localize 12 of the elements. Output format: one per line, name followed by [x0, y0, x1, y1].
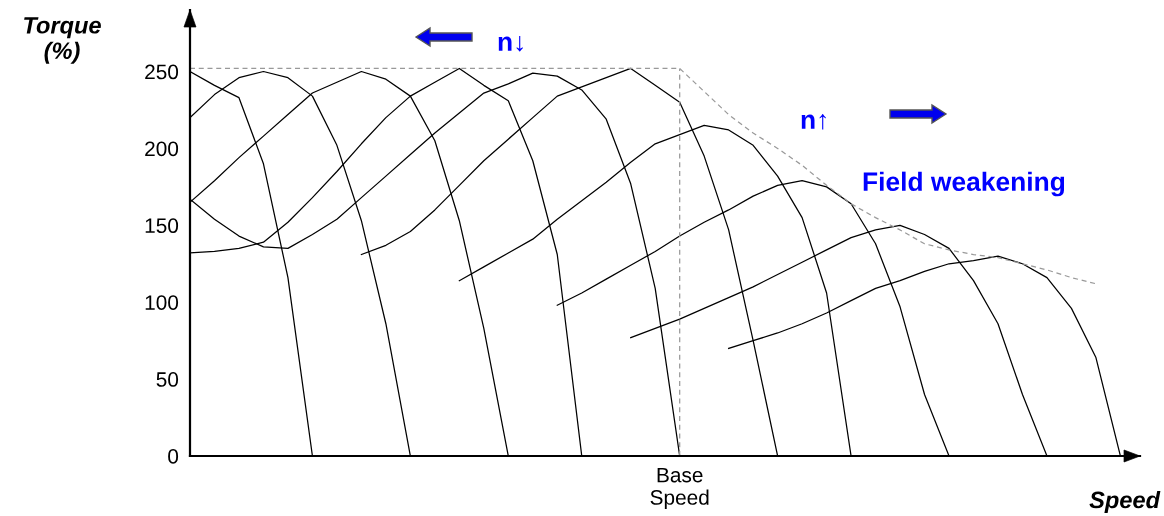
annotation: n↓ [498, 35, 523, 52]
annotation: Field weakening [863, 171, 1065, 197]
y-tick-label: 0 [168, 449, 179, 464]
x-axis-title: Speed [1089, 490, 1161, 514]
y-tick-label: 200 [145, 141, 179, 157]
y-tick-label: 150 [145, 218, 179, 234]
y-axis-title: Torque (%) [24, 17, 101, 64]
annotation: n↑ [801, 113, 826, 130]
y-tick-label: 100 [145, 295, 179, 310]
y-tick-label: 250 [145, 64, 179, 80]
y-tick-label: 50 [156, 372, 179, 387]
x-tick-label: Base Speed [650, 467, 709, 509]
